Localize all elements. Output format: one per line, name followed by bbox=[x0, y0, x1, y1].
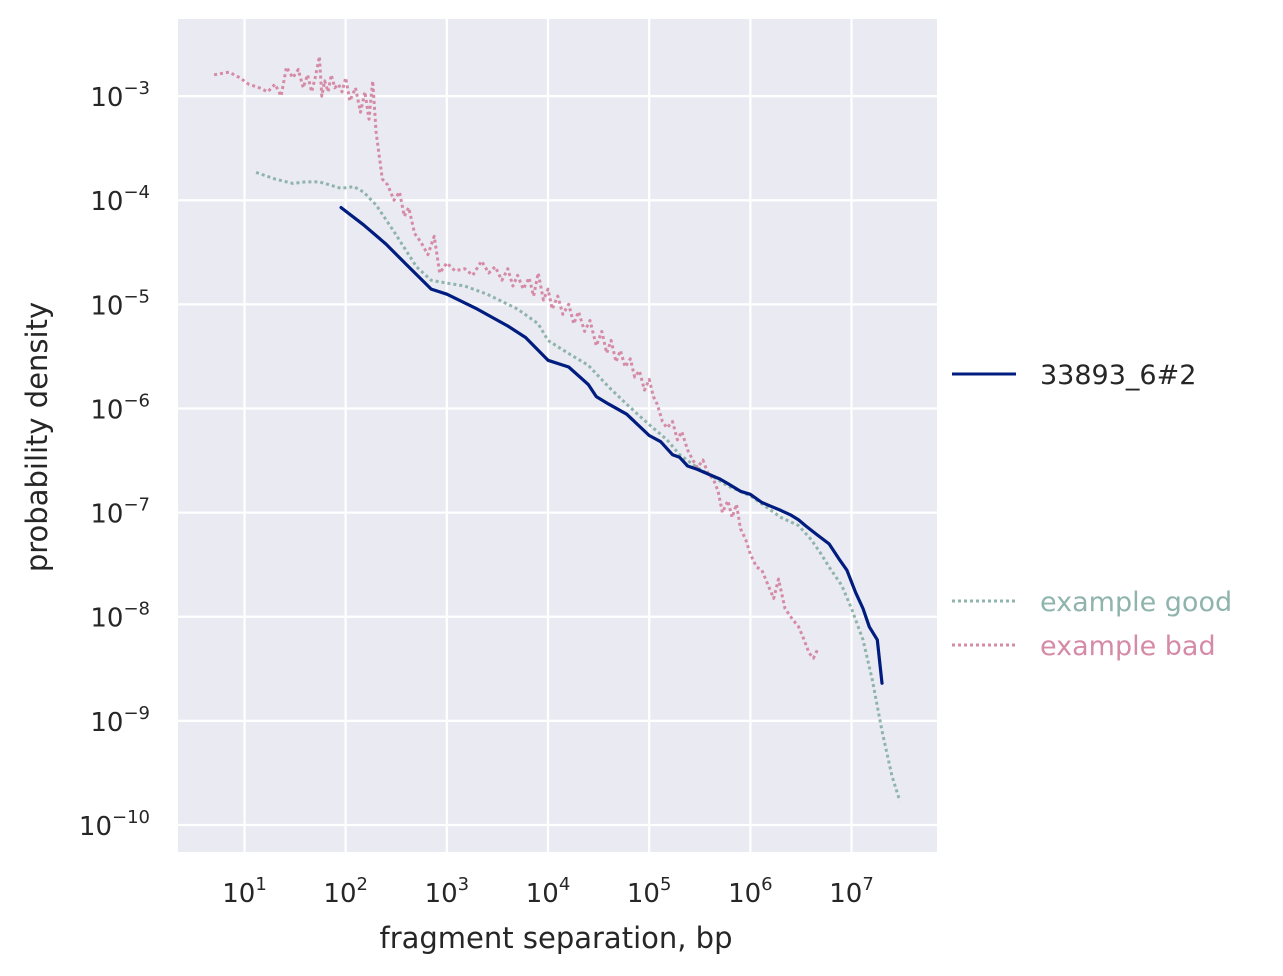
legend-label: 33893_6#2 bbox=[1040, 360, 1196, 391]
y-tick-label: 10−3 bbox=[90, 78, 150, 113]
series-line-example-bad bbox=[213, 55, 820, 660]
y-tick-label: 10−7 bbox=[90, 495, 150, 530]
y-tick-label: 10−6 bbox=[90, 390, 150, 425]
y-tick-label: 10−8 bbox=[90, 599, 150, 634]
series-line-33893-6-2 bbox=[339, 206, 884, 685]
x-tick-label: 104 bbox=[526, 874, 571, 909]
x-tick-label: 106 bbox=[728, 874, 773, 909]
legend-label: example good bbox=[1040, 587, 1232, 618]
y-tick-label: 10−10 bbox=[79, 807, 150, 842]
x-tick-label: 105 bbox=[627, 874, 672, 909]
x-tick-label: 102 bbox=[323, 874, 368, 909]
x-tick-label: 103 bbox=[425, 874, 470, 909]
plot-area-background bbox=[178, 19, 937, 852]
x-axis-title: fragment separation, bp bbox=[380, 921, 733, 955]
y-tick-label: 10−9 bbox=[90, 703, 150, 738]
y-tick-label: 10−4 bbox=[90, 182, 150, 217]
y-axis-title: probability density bbox=[20, 302, 54, 572]
series-line-example-good bbox=[255, 170, 902, 802]
y-tick-label: 10−5 bbox=[90, 286, 150, 321]
x-tick-label: 107 bbox=[829, 874, 874, 909]
legend-item: example good bbox=[952, 587, 1232, 618]
legend-item: example bad bbox=[952, 631, 1216, 662]
x-axis-tick-labels: 101 102 103 104 105 106 107 bbox=[222, 874, 874, 909]
legend-item: 33893_6#2 bbox=[952, 360, 1196, 391]
y-axis-tick-labels: 10−3 10−4 10−5 10−6 10−7 10−8 10−9 10−10 bbox=[79, 78, 150, 842]
x-tick-label: 101 bbox=[222, 874, 267, 909]
legend-label: example bad bbox=[1040, 631, 1216, 662]
series-layer bbox=[213, 55, 902, 802]
